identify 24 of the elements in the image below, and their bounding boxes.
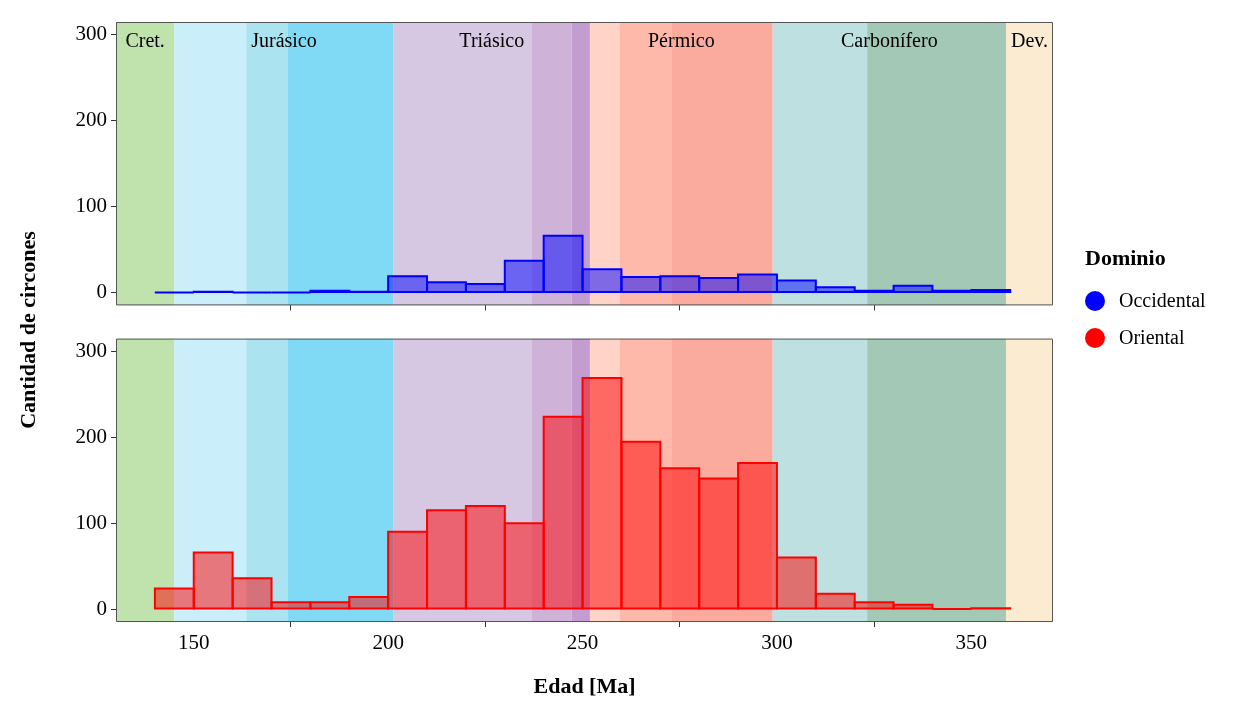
y-tick-label: 0 <box>96 595 107 620</box>
x-tick-label: 250 <box>566 630 599 655</box>
band-label: Pérmico <box>647 29 715 52</box>
band-label: Cret. <box>125 29 165 52</box>
band-label: Carbonífero <box>841 29 938 52</box>
x-tick-label: 350 <box>955 630 988 655</box>
y-axis-title: Cantidad de circones <box>15 231 41 429</box>
legend-label: Occidental <box>1119 289 1206 312</box>
legend-title: Dominio <box>1085 245 1167 271</box>
band-label: Dev. <box>1010 29 1048 52</box>
band-label: Triásico <box>459 29 525 52</box>
y-tick-label: 300 <box>75 21 107 46</box>
x-tick-label: 300 <box>761 630 793 655</box>
x-tick-label: 150 <box>178 630 210 655</box>
y-tick-label: 100 <box>75 509 107 534</box>
x-axis-title: Edad [Ma] <box>533 673 636 699</box>
x-tick-label: 200 <box>372 630 404 655</box>
y-tick-label: 100 <box>75 193 107 218</box>
legend-label: Oriental <box>1119 326 1185 349</box>
y-tick-label: 200 <box>75 423 107 448</box>
band-label: Jurásico <box>251 29 317 52</box>
y-tick-label: 0 <box>96 279 107 304</box>
y-tick-label: 300 <box>75 338 107 362</box>
y-tick-label: 200 <box>75 107 107 132</box>
